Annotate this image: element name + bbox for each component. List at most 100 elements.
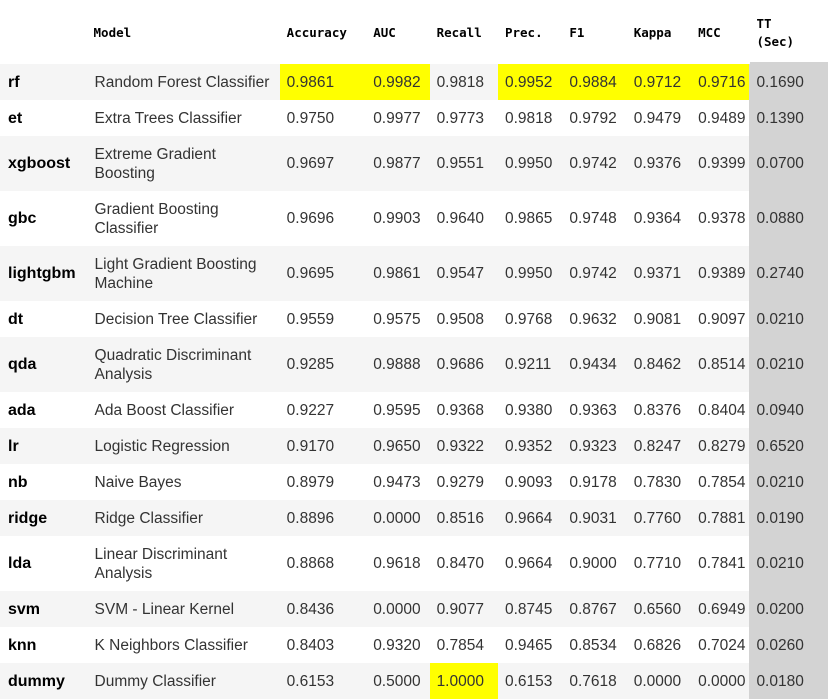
header-model: Model (93, 24, 132, 40)
accuracy-cell: 0.8403 (279, 627, 367, 663)
row-index-label: lightgbm (0, 246, 87, 301)
f1-cell: 0.9742 (562, 136, 627, 191)
model-name-cell: Light Gradient Boosting Machine (86, 246, 280, 301)
table-row: dt Decision Tree Classifier 0.9559 0.9575 0.… (0, 301, 828, 337)
accuracy-cell: 0.8868 (279, 536, 367, 591)
model-name-cell: Random Forest Classifier (86, 64, 280, 100)
recall-cell: 0.9077 (429, 591, 498, 627)
row-index-label: dummy (0, 663, 87, 699)
tt-cell: 0.0210 (749, 464, 828, 500)
recall-cell: 0.9368 (429, 392, 498, 428)
header-kappa: Kappa (633, 24, 672, 40)
auc-cell: 0.9861 (366, 246, 430, 301)
recall-cell: 0.9547 (429, 246, 498, 301)
table-row: gbc Gradient Boosting Classifier 0.9696 0.9… (0, 191, 828, 246)
f1-cell: 0.9748 (562, 191, 627, 246)
mcc-cell: 0.9399 (691, 136, 750, 191)
accuracy-cell: 0.9285 (279, 337, 367, 392)
model-name-cell: Decision Tree Classifier (86, 301, 280, 337)
kappa-cell: 0.8462 (626, 337, 692, 392)
model-name-cell: SVM - Linear Kernel (86, 591, 280, 627)
f1-cell: 0.9000 (562, 536, 627, 591)
recall-cell: 0.8470 (429, 536, 498, 591)
model-name-cell: Gradient Boosting Classifier (86, 191, 280, 246)
auc-cell: 0.9982 (366, 64, 430, 100)
mcc-cell: 0.7841 (691, 536, 750, 591)
row-index-label: knn (0, 627, 87, 663)
row-index-label: ridge (0, 500, 87, 536)
row-index-label: lda (0, 536, 87, 591)
auc-cell: 0.9650 (366, 428, 430, 464)
accuracy-cell: 0.9750 (279, 100, 367, 136)
recall-cell: 0.7854 (429, 627, 498, 663)
f1-cell: 0.9632 (562, 301, 627, 337)
table-body: rf Random Forest Classifier 0.9861 0.9982 0.… (0, 64, 828, 699)
recall-cell: 0.9818 (429, 64, 498, 100)
tt-cell: 0.0700 (749, 136, 828, 191)
tt-cell: 0.0210 (749, 337, 828, 392)
prec-cell: 0.8745 (497, 591, 563, 627)
row-index-label: gbc (0, 191, 87, 246)
header-tt: TT (Sec) (749, 0, 828, 64)
prec-cell: 0.9865 (497, 191, 563, 246)
header-row: Model Accuracy AUC Recall Prec. F1 Kappa… (0, 0, 828, 64)
prec-cell: 0.9818 (497, 100, 563, 136)
auc-cell: 0.9877 (366, 136, 430, 191)
f1-cell: 0.8767 (562, 591, 627, 627)
prec-cell: 0.9352 (497, 428, 563, 464)
row-index-label: ada (0, 392, 87, 428)
f1-cell: 0.8534 (562, 627, 627, 663)
mcc-cell: 0.8404 (691, 392, 750, 428)
prec-cell: 0.9093 (497, 464, 563, 500)
header-auc: AUC (373, 24, 396, 40)
kappa-cell: 0.9376 (626, 136, 692, 191)
auc-cell: 0.9977 (366, 100, 430, 136)
table-row: ridge Ridge Classifier 0.8896 0.0000 0.8516 0… (0, 500, 828, 536)
accuracy-cell: 0.9170 (279, 428, 367, 464)
mcc-cell: 0.9489 (691, 100, 750, 136)
row-index-label: qda (0, 337, 87, 392)
table-row: dummy Dummy Classifier 0.6153 0.5000 1.0000 0… (0, 663, 828, 699)
row-index-label: lr (0, 428, 87, 464)
tt-cell: 0.2740 (749, 246, 828, 301)
prec-cell: 0.9664 (497, 500, 563, 536)
prec-cell: 0.9952 (497, 64, 563, 100)
tt-cell: 0.0190 (749, 500, 828, 536)
accuracy-cell: 0.9861 (279, 64, 367, 100)
tt-cell: 0.1390 (749, 100, 828, 136)
tt-cell: 0.1690 (749, 64, 828, 100)
accuracy-cell: 0.8436 (279, 591, 367, 627)
recall-cell: 0.8516 (429, 500, 498, 536)
f1-cell: 0.9742 (562, 246, 627, 301)
f1-cell: 0.9884 (562, 64, 627, 100)
accuracy-cell: 0.9227 (279, 392, 367, 428)
kappa-cell: 0.7830 (626, 464, 692, 500)
recall-cell: 0.9640 (429, 191, 498, 246)
header-f1: F1 (569, 24, 585, 40)
mcc-cell: 0.9097 (691, 301, 750, 337)
table-row: lda Linear Discriminant Analysis 0.8868 0.9… (0, 536, 828, 591)
kappa-cell: 0.7760 (626, 500, 692, 536)
model-name-cell: Quadratic Discriminant Analysis (86, 337, 280, 392)
auc-cell: 0.9473 (366, 464, 430, 500)
table-row: et Extra Trees Classifier 0.9750 0.9977 0.97… (0, 100, 828, 136)
model-name-cell: Linear Discriminant Analysis (86, 536, 280, 591)
prec-cell: 0.9768 (497, 301, 563, 337)
auc-cell: 0.9903 (366, 191, 430, 246)
mcc-cell: 0.7881 (691, 500, 750, 536)
f1-cell: 0.9363 (562, 392, 627, 428)
accuracy-cell: 0.9559 (279, 301, 367, 337)
kappa-cell: 0.9081 (626, 301, 692, 337)
table-row: nb Naive Bayes 0.8979 0.9473 0.9279 0.9093 0.9… (0, 464, 828, 500)
header-accuracy: Accuracy (286, 24, 347, 40)
table-row: lr Logistic Regression 0.9170 0.9650 0.9322 0… (0, 428, 828, 464)
tt-cell: 0.0210 (749, 536, 828, 591)
accuracy-cell: 0.8896 (279, 500, 367, 536)
row-index-label: nb (0, 464, 87, 500)
auc-cell: 0.9618 (366, 536, 430, 591)
kappa-cell: 0.8247 (626, 428, 692, 464)
recall-cell: 0.9279 (429, 464, 498, 500)
kappa-cell: 0.9364 (626, 191, 692, 246)
row-index-label: rf (0, 64, 87, 100)
recall-cell: 0.9773 (429, 100, 498, 136)
